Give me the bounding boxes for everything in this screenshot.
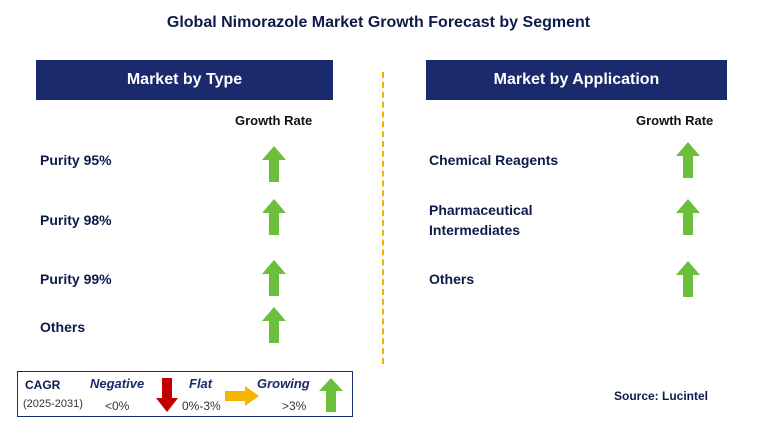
type-row-label: Purity 95% — [40, 152, 112, 168]
market-by-application-header: Market by Application — [426, 60, 727, 100]
growing-arrow-icon — [676, 199, 700, 235]
growing-arrow-icon — [262, 146, 286, 182]
legend-growing-range: >3% — [282, 399, 307, 413]
flat-arrow-icon — [225, 386, 259, 406]
growing-arrow-icon — [676, 142, 700, 178]
application-row-label: Pharmaceutical — [429, 202, 533, 218]
application-growth-rate-label: Growth Rate — [636, 113, 714, 128]
cagr-legend: CAGR (2025-2031) Negative <0% Flat 0%-3%… — [17, 371, 353, 417]
type-row-label: Others — [40, 319, 86, 335]
panel-divider — [382, 72, 384, 364]
legend-cagr-label: CAGR — [25, 378, 61, 392]
legend-flat-range: 0%-3% — [182, 399, 221, 413]
application-row-label: Chemical Reagents — [429, 152, 559, 168]
legend-negative-range: <0% — [105, 399, 130, 413]
growing-arrow-icon — [262, 307, 286, 343]
growing-arrow-icon — [319, 378, 343, 412]
application-row-label: Others — [429, 271, 475, 287]
page-title: Global Nimorazole Market Growth Forecast… — [166, 14, 591, 31]
legend-negative-label: Negative — [90, 376, 145, 391]
type-row-label: Purity 98% — [40, 212, 112, 228]
application-row-label-line2: Intermediates — [429, 222, 521, 238]
legend-period: (2025-2031) — [23, 398, 83, 410]
legend-flat-label: Flat — [189, 376, 213, 391]
market-by-type-header: Market by Type — [36, 60, 333, 100]
legend-growing-label: Growing — [257, 376, 310, 391]
type-growth-rate-label: Growth Rate — [235, 113, 313, 128]
growing-arrow-icon — [262, 260, 286, 296]
negative-arrow-icon — [156, 378, 178, 412]
type-row-label: Purity 99% — [40, 271, 112, 287]
source-note: Source: Lucintel — [614, 389, 709, 403]
growing-arrow-icon — [262, 199, 286, 235]
growing-arrow-icon — [676, 261, 700, 297]
